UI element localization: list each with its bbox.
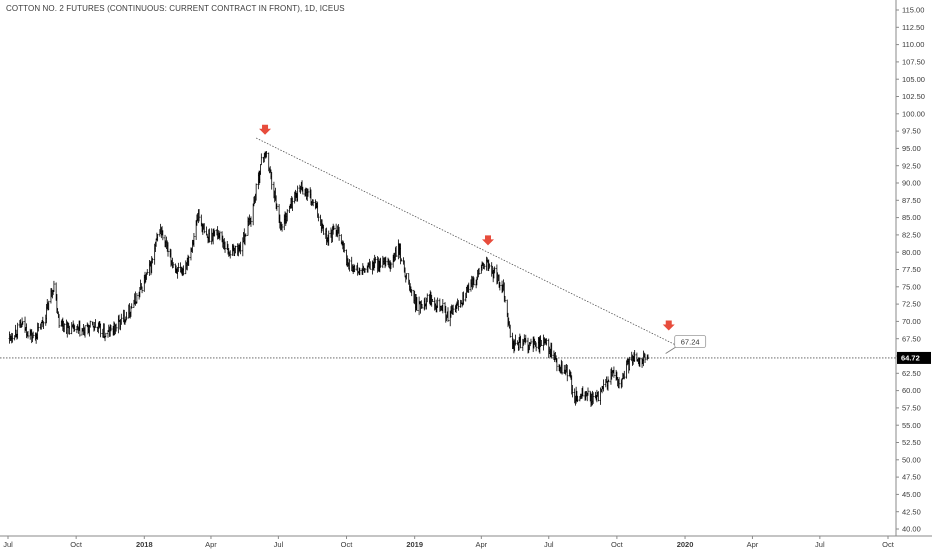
y-tick-label: 80.00 [902,248,921,257]
x-tick-label: Oct [70,540,83,549]
y-tick-label: 40.00 [902,525,921,534]
last-price-badge [897,351,931,364]
y-tick-label: 95.00 [902,144,921,153]
y-tick-label: 75.00 [902,282,921,291]
down-arrow-marker[interactable] [482,235,494,246]
y-tick-label: 52.50 [902,438,921,447]
trendline[interactable] [255,137,681,348]
x-tick-label: Apr [475,540,487,549]
x-tick-label: Oct [882,540,895,549]
y-tick-label: 112.50 [902,23,924,32]
y-tick-label: 60.00 [902,386,921,395]
last-price-text: 64.72 [901,354,920,363]
chart-title: COTTON NO. 2 FUTURES (CONTINUOUS: CURREN… [6,4,345,13]
down-arrow-marker[interactable] [259,124,272,135]
y-tick-label: 85.00 [902,213,921,222]
y-tick-label: 92.50 [902,161,921,170]
down-arrow-marker[interactable] [662,320,675,331]
x-tick-label: Oct [611,540,624,549]
y-tick-label: 77.50 [902,265,921,274]
price-label-pointer [665,346,677,354]
x-tick-label: Jul [544,540,554,549]
price-label-box[interactable] [674,335,707,348]
y-tick-label: 57.50 [902,404,921,413]
y-tick-label: 90.00 [902,179,921,188]
y-tick-label: 62.50 [902,369,921,378]
x-tick-label: Jul [815,540,825,549]
x-tick-label: 2019 [406,540,423,549]
x-tick-label: Apr [747,540,759,549]
y-tick-label: 50.00 [902,455,921,464]
y-tick-label: 102.50 [902,92,925,101]
y-tick-label: 42.50 [902,507,921,516]
y-tick-label: 100.00 [902,109,925,118]
x-tick-label: Oct [341,540,354,549]
y-tick-label: 87.50 [902,196,921,205]
x-tick-label: 2018 [136,540,153,549]
y-tick-label: 72.50 [902,300,921,309]
y-tick-label: 47.50 [902,473,921,482]
x-tick-label: Apr [205,540,217,549]
y-tick-label: 67.50 [902,334,921,343]
y-tick-label: 70.00 [902,317,921,326]
y-tick-label: 55.00 [902,421,921,430]
y-tick-label: 97.50 [902,127,921,136]
y-tick-label: 45.00 [902,490,921,499]
y-tick-label: 107.50 [902,58,925,67]
y-tick-label: 115.00 [902,6,924,15]
x-tick-label: 2020 [677,540,694,549]
x-tick-label: Jul [274,540,284,549]
y-tick-label: 82.50 [902,231,921,240]
y-tick-label: 105.00 [902,75,925,84]
price-label-text: 67.24 [681,337,700,346]
y-tick-label: 110.00 [902,40,924,49]
x-tick-label: Jul [3,540,13,549]
